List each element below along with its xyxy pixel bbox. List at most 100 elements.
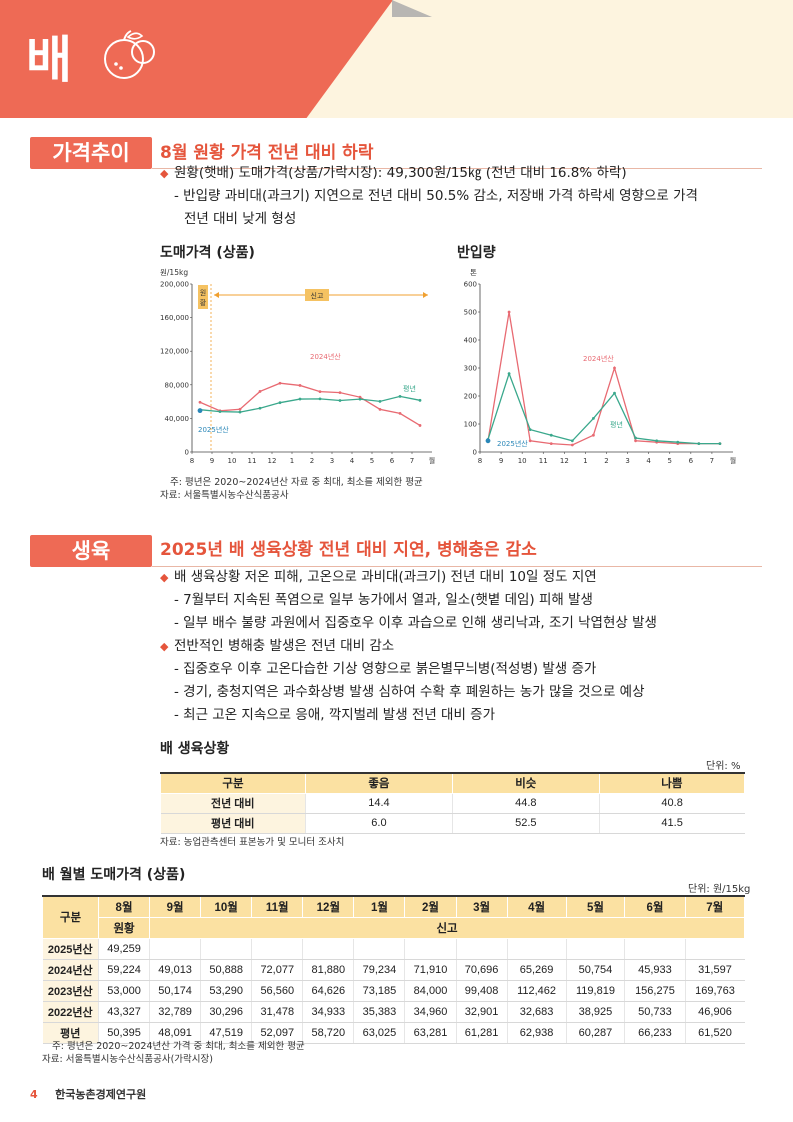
x-tick-label: 10 (518, 457, 527, 465)
series-2024-point (198, 400, 202, 404)
y-tick-label: 0 (473, 449, 477, 457)
section-title-price: 8월 원황 가격 전년 대비 하락 (160, 143, 374, 163)
table-cell: 61,281 (455, 1022, 508, 1044)
series-avg-line (487, 371, 720, 445)
series-avg-point (338, 399, 342, 402)
table-cell: 31,478 (251, 1001, 303, 1023)
table-cell (565, 938, 625, 960)
table-cell: 112,462 (506, 980, 567, 1002)
table-cell: 59,224 (97, 959, 150, 981)
month-header: 3월 (455, 895, 508, 918)
series-2024-point (418, 424, 422, 427)
series-label-2024: 2024년산 (583, 354, 614, 363)
series-2024-line (487, 311, 720, 446)
wonhwang-label-2: 황 (200, 298, 207, 307)
table-cell (684, 938, 745, 960)
table-cell: 60,287 (565, 1022, 625, 1044)
table-cell: 34,960 (404, 1001, 457, 1023)
month-header: 2월 (404, 895, 457, 918)
table-cell: 47,519 (200, 1022, 252, 1044)
page-title: 배 (26, 31, 72, 89)
bullet-subitem: - 경기, 충청지역은 과수화상병 발생 심하여 수확 후 폐원하는 농가 많을… (174, 684, 645, 700)
table-cell: 50,754 (565, 959, 625, 981)
series-2024-point (507, 310, 511, 314)
series-2025-point (197, 408, 203, 414)
bullet-subitem: - 최근 고온 지속으로 응애, 깍지벌레 발생 전년 대비 증가 (174, 707, 496, 723)
x-tick-label: 6 (689, 457, 694, 465)
table-cell: 52,097 (251, 1022, 303, 1044)
series-2024-point (613, 366, 616, 370)
y-tick-label: 160,000 (160, 314, 189, 322)
table-cell (506, 938, 567, 960)
table-cell: 119,819 (565, 980, 625, 1002)
series-2024-point (398, 412, 402, 415)
table-cell: 38,925 (565, 1001, 625, 1023)
y-tick-label: 500 (464, 309, 477, 317)
table-cell: 14.4 (305, 793, 453, 814)
row-header: 평년 (42, 1022, 99, 1044)
series-2024-point (592, 433, 595, 437)
x-tick-label: 3 (330, 457, 334, 465)
table-cell: 50,174 (149, 980, 201, 1002)
table-cell (455, 938, 508, 960)
month-header: 12월 (302, 895, 355, 918)
price-chart-title: 도매가격 (상품) (160, 245, 255, 261)
table-cell: 50,395 (97, 1022, 150, 1044)
table-cell: 71,910 (404, 959, 457, 981)
series-avg-point (318, 397, 322, 401)
table-cell (624, 938, 685, 960)
x-tick-label: 11 (248, 457, 257, 465)
month-header: 7월 (684, 895, 745, 918)
table-cell: 50,733 (624, 1001, 685, 1023)
x-tick-label: 2 (310, 457, 314, 465)
table-cell: 44.8 (451, 793, 600, 814)
table-cell: 53,000 (97, 980, 150, 1002)
x-tick-label: 4 (350, 457, 355, 465)
series-2024-point (549, 442, 553, 445)
series-avg-point (218, 410, 222, 414)
row-header: 2023년산 (42, 980, 99, 1002)
table-cell (353, 938, 405, 960)
table-cell: 58,720 (302, 1022, 354, 1044)
table-row: 2025년산 49,259 (42, 938, 745, 960)
table-cell: 6.0 (305, 813, 453, 834)
price-table-unit: 단위: 원/15kg (688, 884, 751, 895)
series-avg-point (570, 439, 574, 443)
bullet-item: 배 생육상황 저온 피해, 고온으로 과비대(과크기) 전년 대비 10일 정도… (160, 566, 657, 589)
table-cell: 56,560 (251, 980, 303, 1002)
price-unit-label: 원/15kg (160, 268, 188, 277)
series-avg-point (549, 433, 553, 437)
table-cell: 40.8 (598, 793, 745, 814)
series-avg-point (258, 406, 262, 410)
x-tick-label: 3 (625, 457, 629, 465)
table-cell: 81,880 (302, 959, 354, 981)
month-header: 5월 (565, 895, 626, 918)
table-cell (302, 938, 354, 960)
table-cell: 62,938 (506, 1022, 567, 1044)
row-header: 평년 대비 (160, 813, 306, 834)
x-tick-label: 6 (390, 457, 395, 465)
y-tick-label: 120,000 (160, 348, 189, 356)
table-cell: 46,906 (684, 1001, 745, 1023)
x-tick-label: 2 (604, 457, 608, 465)
series-avg-point (528, 428, 532, 431)
x-tick-label: 7 (710, 457, 714, 465)
series-avg-point (718, 442, 722, 445)
series-2024-point (318, 390, 322, 393)
month-header: 4월 (506, 895, 567, 918)
y-tick-label: 200,000 (160, 281, 189, 289)
series-label-2024: 2024년산 (310, 352, 341, 361)
table-cell (149, 938, 201, 960)
bullet-item: 전반적인 병해충 발생은 전년 대비 감소 (160, 635, 657, 658)
growth-bullets: 배 생육상황 저온 피해, 고온으로 과비대(과크기) 전년 대비 10일 정도… (160, 566, 657, 727)
table-cell: 53,290 (200, 980, 252, 1002)
table-cell: 30,296 (200, 1001, 252, 1023)
series-2024-point (358, 395, 362, 399)
x-tick-label: 월 (429, 456, 435, 465)
table-cell: 43,327 (97, 1001, 150, 1023)
price-table: 구분 8월 9월 10월 11월 12월 1월 2월 3월 4월 5월 6월 7… (42, 895, 745, 1044)
volume-unit-label: 톤 (470, 268, 477, 277)
series-avg-point (298, 397, 302, 401)
table-cell: 63,281 (404, 1022, 457, 1044)
